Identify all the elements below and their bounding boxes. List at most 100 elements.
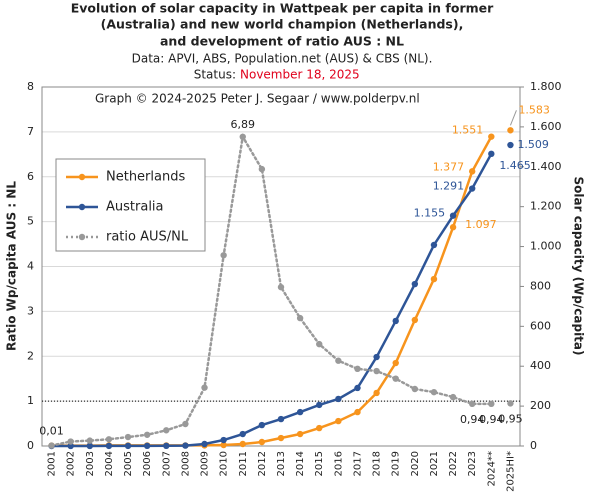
- plot-frame: [41, 86, 521, 447]
- data-point: [335, 395, 342, 403]
- data-point: [335, 357, 342, 364]
- data-point: [163, 427, 170, 434]
- x-tick-label: 2018: [372, 451, 383, 476]
- legend-label: Netherlands: [106, 170, 185, 185]
- x-tick-label: 2005: [123, 451, 134, 476]
- y2-tick-label: 1.400: [530, 160, 562, 173]
- data-point: [296, 314, 304, 322]
- data-point: [182, 420, 189, 428]
- data-point: [507, 141, 514, 149]
- data-point: [239, 430, 246, 438]
- data-point: [469, 400, 476, 408]
- status-date: November 18, 2025: [240, 68, 360, 82]
- x-tick-label: 2020: [410, 451, 421, 476]
- data-point: [488, 150, 495, 158]
- data-point: [469, 185, 476, 192]
- legend-marker: [78, 173, 86, 181]
- x-tick-label: 2022: [448, 451, 459, 476]
- data-label: 1.583: [518, 103, 550, 116]
- data-point: [220, 436, 227, 444]
- data-point: [201, 384, 208, 391]
- legend-marker: [78, 203, 86, 211]
- data-point: [105, 442, 113, 450]
- data-point: [392, 359, 399, 367]
- y-tick-label: 7: [27, 125, 34, 138]
- data-point: [430, 241, 438, 249]
- y2-tick-label: 400: [530, 359, 551, 372]
- data-point: [316, 401, 323, 409]
- data-point: [296, 430, 304, 438]
- data-point: [296, 408, 304, 416]
- x-tick-label: 2001: [47, 451, 58, 476]
- data-point: [316, 424, 323, 432]
- y2-axis-title: Solar capacity (Wp/capita): [572, 177, 586, 356]
- data-point: [469, 168, 476, 175]
- data-label: 1.551: [452, 124, 484, 137]
- data-point: [392, 317, 399, 325]
- data-point: [67, 442, 74, 450]
- y2-tick-label: 1.800: [530, 80, 562, 93]
- data-label: 1.291: [433, 180, 465, 193]
- x-tick-label: 2015: [314, 451, 325, 476]
- y-tick-label: 8: [27, 80, 34, 93]
- data-label: 0,95: [498, 412, 523, 425]
- data-point: [430, 275, 438, 283]
- y2-tick-label: 1.200: [530, 200, 562, 213]
- legend-label: Australia: [106, 200, 164, 215]
- x-tick-label: 2003: [85, 451, 96, 476]
- status-label: Status:: [194, 68, 236, 82]
- data-point: [488, 133, 495, 140]
- x-tick-label: 2017: [352, 451, 363, 476]
- chart-title: and development of ratio AUS : NL: [160, 34, 404, 49]
- x-tick-label: 2016: [333, 451, 344, 476]
- data-point: [411, 280, 419, 288]
- data-label: 0,01: [39, 425, 64, 438]
- y-tick-label: 2: [27, 349, 34, 362]
- data-point: [239, 440, 246, 448]
- data-point: [124, 442, 132, 450]
- data-point: [430, 388, 438, 396]
- x-tick-label: 2021: [429, 451, 440, 476]
- y2-tick-label: 800: [530, 279, 551, 292]
- y2-tick-label: 200: [530, 399, 551, 412]
- data-point: [258, 421, 266, 429]
- x-tick-label: 2019: [391, 451, 402, 476]
- data-label: 1.509: [517, 138, 549, 151]
- data-point: [354, 408, 361, 416]
- data-point: [335, 417, 342, 425]
- data-point: [220, 441, 227, 449]
- data-point: [392, 375, 399, 382]
- data-point: [373, 353, 380, 361]
- data-point: [143, 431, 151, 438]
- data-point: [449, 393, 457, 401]
- y-tick-label: 1: [27, 394, 34, 407]
- data-point: [86, 437, 94, 444]
- data-point: [163, 442, 170, 450]
- data-point: [507, 400, 514, 407]
- data-point: [143, 442, 151, 450]
- data-point: [105, 436, 113, 443]
- data-point: [258, 165, 266, 173]
- data-point: [182, 442, 189, 449]
- data-point: [201, 440, 208, 448]
- legend-marker: [78, 233, 86, 241]
- data-point: [277, 415, 285, 423]
- data-point: [411, 316, 419, 324]
- data-label: 1.097: [465, 218, 497, 231]
- x-tick-label: 2011: [238, 451, 249, 476]
- x-tick-label: 2025HI*: [505, 451, 516, 492]
- data-label: 1.155: [414, 207, 446, 220]
- data-point: [48, 442, 55, 449]
- data-point: [449, 224, 457, 231]
- y-axis-title: Ratio Wp/capita AUS : NL: [5, 181, 19, 351]
- x-tick-label: 2013: [276, 451, 287, 476]
- y2-tick-label: 600: [530, 319, 551, 332]
- data-label: 0,94: [460, 413, 485, 426]
- x-tick-label: 2007: [161, 451, 172, 476]
- data-point: [220, 252, 227, 259]
- data-point: [411, 385, 419, 393]
- chart-title: (Australia) and new world champion (Neth…: [101, 17, 464, 32]
- y-tick-label: 5: [27, 215, 34, 228]
- x-tick-label: 2012: [257, 451, 268, 476]
